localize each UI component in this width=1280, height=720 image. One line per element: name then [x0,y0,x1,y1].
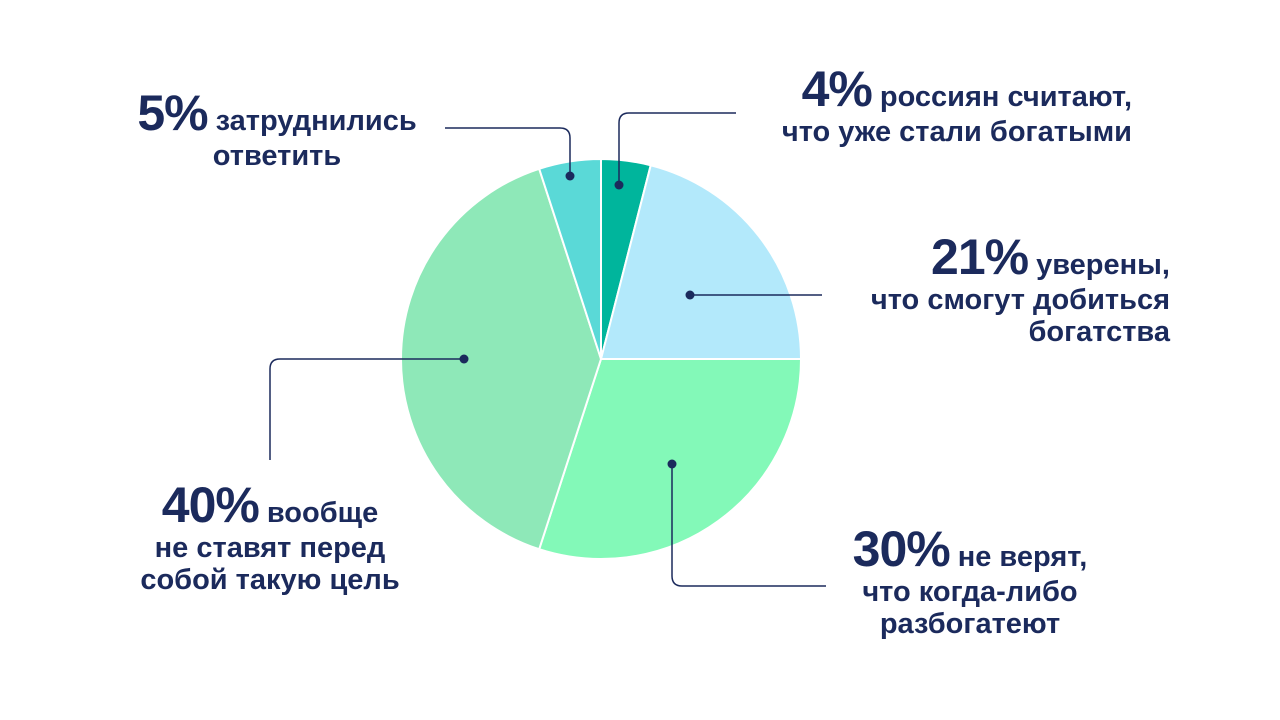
label-rich-line-2: что уже стали богатыми [781,116,1132,148]
label-undecided-pct: 5% [137,85,208,141]
leader-dot-no-goal [459,354,469,364]
label-no-goal-line-2: не ставят перед [154,532,386,564]
label-no-goal-line-3: собой такую цель [140,563,400,596]
label-rich-pct: 4% [801,61,873,117]
label-no-belief-line-1: не верят, [957,541,1088,573]
label-no-belief-pct: 30% [852,521,951,577]
label-no-belief-line-3: разбогатеют [879,607,1061,640]
pie-slice-confident [600,164,802,360]
leader-line-no-goal [269,358,464,460]
leader-line-no-belief [671,464,826,587]
label-confident-pct: 21% [931,229,1029,285]
label-no-belief: 30% не верят, что когда-либо разбогатеют [820,522,1120,641]
leader-dot-confident [685,290,695,300]
label-no-goal: 40% вообще не ставят перед собой такую це… [110,478,430,597]
label-undecided: 5% затруднились ответить [112,86,442,173]
leader-dot-rich [614,180,624,190]
leader-dot-no-belief [667,459,677,469]
label-rich-line-1: россиян считают, [879,81,1132,113]
label-confident-line-3: богатства [1028,315,1170,348]
leader-dot-undecided [565,171,575,181]
pie-slice-no-belief [538,358,802,560]
leader-line-rich [618,112,736,185]
label-no-goal-pct: 40% [161,477,260,533]
leader-line-undecided [445,127,571,176]
label-confident: 21% уверены, что смогут добиться богатств… [820,230,1170,349]
label-undecided-line-2: ответить [212,140,342,172]
label-confident-line-2: что смогут добиться [870,284,1170,316]
label-no-goal-line-1: вообще [266,497,379,529]
label-no-belief-line-2: что когда-либо [862,576,1078,608]
label-rich: 4% россиян считают, что уже стали богатым… [700,62,1132,149]
label-confident-line-1: уверены, [1036,249,1170,281]
label-undecided-line-1: затруднились [215,105,417,137]
